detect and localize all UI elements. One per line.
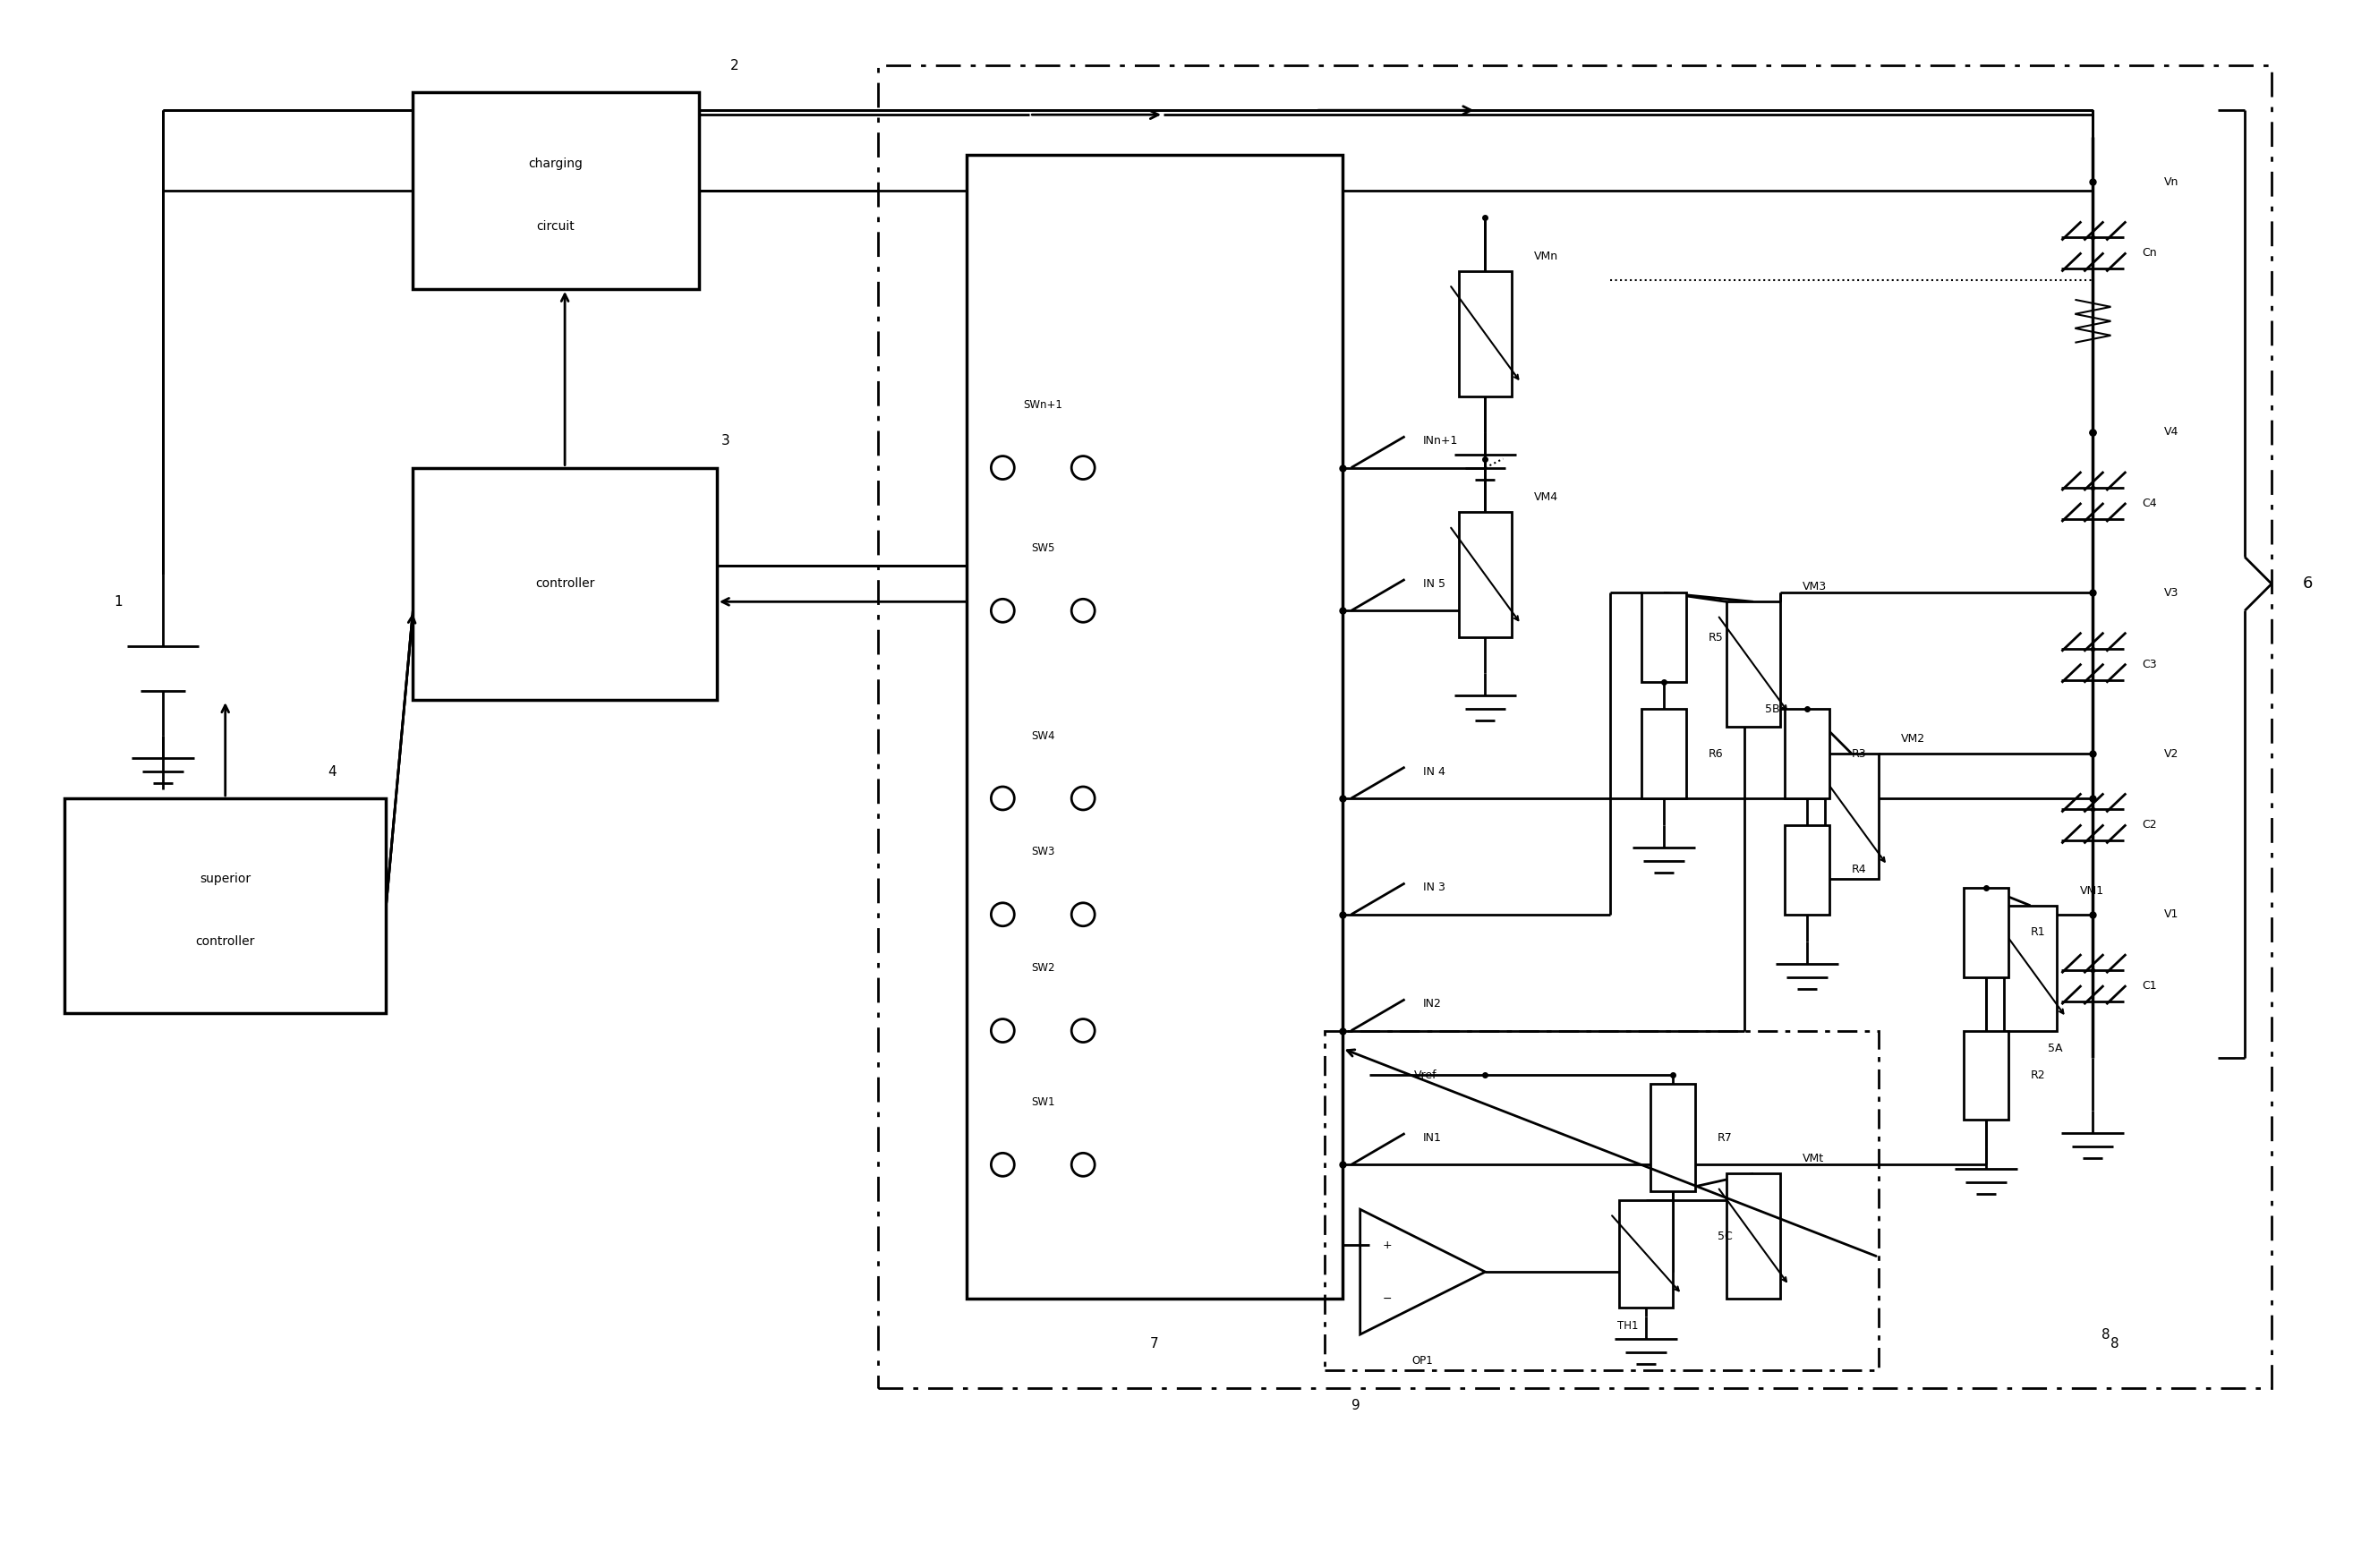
Bar (1962, 887, 2007, 977)
Text: 5A: 5A (2048, 1043, 2062, 1054)
Text: Vref: Vref (1415, 1069, 1436, 1080)
Text: 7: 7 (1149, 1336, 1159, 1350)
Bar (1785, 825, 1830, 914)
Bar (967, 155, 1341, 1298)
Text: 8: 8 (2112, 1336, 2119, 1350)
Text: controller: controller (197, 935, 256, 947)
Text: IN2: IN2 (1422, 997, 1441, 1010)
Text: R1: R1 (2031, 927, 2045, 938)
Text: TH1: TH1 (1619, 1320, 1638, 1331)
Bar (412, 467, 716, 699)
Text: 9: 9 (1351, 1399, 1360, 1413)
Text: Cn: Cn (2142, 248, 2157, 259)
Text: R4: R4 (1851, 864, 1868, 875)
Text: IN 4: IN 4 (1422, 765, 1446, 778)
Bar (1458, 513, 1512, 638)
Bar (1650, 1083, 1695, 1192)
Text: superior: superior (199, 872, 251, 884)
Text: IN1: IN1 (1422, 1132, 1441, 1143)
Text: 3: 3 (720, 434, 730, 447)
Bar (877, 66, 2270, 1388)
Bar (64, 798, 386, 1013)
Bar (1325, 1030, 1879, 1370)
Bar (1642, 593, 1687, 682)
Text: R5: R5 (1709, 632, 1723, 643)
Text: −: − (1382, 1294, 1391, 1305)
Text: SWn+1: SWn+1 (1024, 400, 1062, 411)
Text: V3: V3 (2164, 586, 2178, 599)
Text: OP1: OP1 (1413, 1355, 1434, 1367)
Bar (1725, 602, 1780, 728)
Text: C4: C4 (2142, 497, 2157, 510)
Text: SW5: SW5 (1031, 543, 1055, 554)
Text: INn+1: INn+1 (1422, 434, 1458, 447)
Bar (1962, 1030, 2007, 1120)
Text: 8: 8 (2102, 1328, 2109, 1341)
Text: SW4: SW4 (1031, 731, 1055, 742)
Bar (1785, 709, 1830, 798)
Bar (1725, 1173, 1780, 1298)
Text: 2: 2 (730, 60, 739, 72)
Text: VMn: VMn (1533, 251, 1559, 262)
Text: VM3: VM3 (1804, 582, 1827, 593)
Bar (1458, 271, 1512, 397)
Text: 4: 4 (327, 765, 337, 778)
Text: Vn: Vn (2164, 176, 2178, 188)
Text: 6: 6 (2301, 575, 2313, 591)
Text: R6: R6 (1709, 748, 1723, 759)
Text: VM2: VM2 (1901, 734, 1924, 745)
Text: V1: V1 (2164, 908, 2178, 920)
Text: 5B: 5B (1766, 702, 1780, 715)
Text: R7: R7 (1718, 1132, 1732, 1143)
Text: VMt: VMt (1804, 1152, 1825, 1165)
Text: C1: C1 (2142, 980, 2157, 993)
Text: VM1: VM1 (2078, 884, 2105, 897)
Bar (1642, 709, 1687, 798)
Text: C3: C3 (2142, 659, 2157, 670)
Text: IN 3: IN 3 (1422, 881, 1446, 894)
Text: charging: charging (529, 158, 583, 171)
Text: +: + (1382, 1239, 1391, 1251)
Text: R2: R2 (2031, 1069, 2045, 1080)
Text: V4: V4 (2164, 426, 2178, 437)
Bar (2003, 906, 2057, 1030)
Text: V2: V2 (2164, 748, 2178, 759)
Text: 1: 1 (114, 594, 123, 608)
Text: controller: controller (536, 577, 595, 590)
Text: R3: R3 (1851, 748, 1868, 759)
Text: SW3: SW3 (1031, 847, 1055, 858)
Text: SW2: SW2 (1031, 963, 1055, 974)
Text: C2: C2 (2142, 820, 2157, 831)
Text: IN 5: IN 5 (1422, 579, 1446, 590)
Bar (412, 93, 699, 289)
Text: circuit: circuit (536, 220, 576, 232)
Text: SW1: SW1 (1031, 1096, 1055, 1109)
Bar (1619, 1201, 1673, 1308)
Text: 5C: 5C (1718, 1231, 1732, 1242)
Text: VM4: VM4 (1533, 492, 1559, 503)
Bar (1825, 754, 1879, 878)
